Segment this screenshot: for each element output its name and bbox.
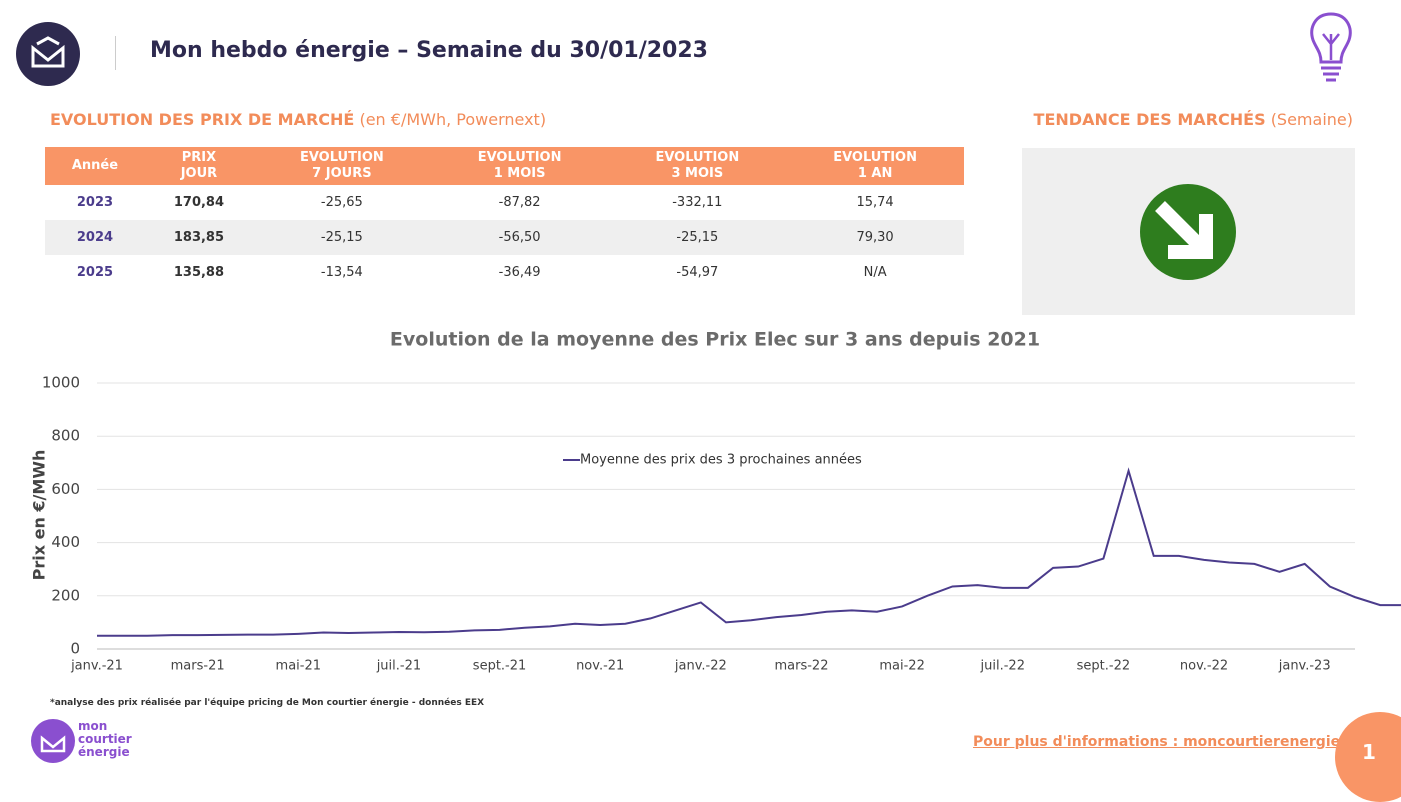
data-line <box>97 467 1401 637</box>
trend-subtitle: (Semaine) <box>1270 110 1353 129</box>
prices-heading: EVOLUTION DES PRIX DE MARCHÉ (en €/MWh, … <box>50 110 546 129</box>
footer-logo <box>31 719 75 763</box>
trend-box <box>1022 148 1355 315</box>
column-header: EVOLUTION 7 JOURS <box>253 147 431 185</box>
price-table: Année PRIX JOUR EVOLUTION 7 JOURS EVOLUTION… <box>45 147 964 290</box>
chart-title: Evolution de la moyenne des Prix Elec su… <box>390 329 1040 351</box>
x-tick-label: nov.-22 <box>1180 659 1228 674</box>
x-tick-label: mai-21 <box>276 659 321 674</box>
prices-subtitle: (en €/MWh, Powernext) <box>359 110 547 129</box>
table-cell: 15,74 <box>856 195 894 210</box>
y-tick-label: 400 <box>51 533 80 551</box>
x-tick-label: sept.-22 <box>1077 659 1131 674</box>
prices-title: EVOLUTION DES PRIX DE MARCHÉ <box>50 110 355 129</box>
table-cell: 2025 <box>76 265 114 280</box>
footnote: *analyse des prix réalisée par l'équipe … <box>50 698 485 708</box>
legend-label: Moyenne des prix des 3 prochaines années <box>580 453 862 468</box>
column-header: EVOLUTION 1 MOIS <box>430 147 609 185</box>
table-cell: -25,65 <box>320 195 363 210</box>
page: Mon hebdo énergie – Semaine du 30/01/202… <box>16 12 1401 802</box>
x-tick-label: janv.-21 <box>70 659 123 674</box>
table-cell: -56,50 <box>430 220 609 255</box>
table-cell: -25,15 <box>253 220 431 255</box>
table-cell: 79,30 <box>786 220 964 255</box>
y-tick-label: 800 <box>51 427 80 445</box>
logo <box>16 22 80 86</box>
x-tick-label: juil.-21 <box>376 659 421 674</box>
column-header: Année <box>45 147 145 185</box>
y-tick-label: 600 <box>51 480 80 498</box>
table-row: 2025 135,88 -13,54 -36,49 -54,97 N/A <box>45 255 964 290</box>
footer-brand: mon courtier énergie <box>78 719 132 759</box>
table-cell: 183,85 <box>144 220 253 255</box>
table-cell: -36,49 <box>498 265 541 280</box>
table-row: 2023 170,84 -25,65 -87,82 -332,11 15,74 <box>45 185 964 220</box>
x-tick-label: mars-21 <box>171 659 225 674</box>
column-header: EVOLUTION 1 AN <box>786 147 964 185</box>
table-row: 2024 183,85 -25,15 -56,50 -25,15 79,30 <box>45 220 964 255</box>
x-tick-label: mai-22 <box>879 659 924 674</box>
x-tick-label: nov.-21 <box>576 659 624 674</box>
table-cell: -25,15 <box>608 220 787 255</box>
table-cell: 170,84 <box>173 195 225 210</box>
x-tick-label: juil.-22 <box>980 659 1025 674</box>
column-header: PRIX JOUR <box>144 147 253 185</box>
trend-heading: TENDANCE DES MARCHÉS (Semaine) <box>1034 110 1353 129</box>
x-tick-label: janv.-22 <box>674 659 727 674</box>
table-cell: -54,97 <box>676 265 719 280</box>
divider <box>115 36 116 70</box>
page-title: Mon hebdo énergie – Semaine du 30/01/202… <box>150 38 708 63</box>
trend-title: TENDANCE DES MARCHÉS <box>1033 110 1266 129</box>
table-cell: -332,11 <box>672 195 723 210</box>
x-tick-label: mars-22 <box>774 659 828 674</box>
column-header: EVOLUTION 3 MOIS <box>608 147 787 185</box>
y-tick-label: 200 <box>51 586 80 604</box>
line-chart: Evolution de la moyenne des Prix Elec su… <box>30 329 1401 674</box>
y-tick-label: 0 <box>70 640 80 658</box>
table-cell: N/A <box>863 265 887 280</box>
page-number: 1 <box>1362 740 1376 764</box>
table-cell: 2024 <box>45 220 145 255</box>
bulb-icon <box>1310 12 1352 82</box>
y-axis-label: Prix en €/MWh <box>30 450 49 581</box>
table-cell: 2023 <box>76 195 114 210</box>
table-cell: 135,88 <box>173 265 225 280</box>
x-tick-label: janv.-23 <box>1278 659 1331 674</box>
trend-arrow <box>1140 184 1236 280</box>
table-cell: -87,82 <box>498 195 541 210</box>
footer-link[interactable]: Pour plus d'informations : moncourtieren… <box>973 734 1378 750</box>
table-cell: -13,54 <box>320 265 363 280</box>
y-tick-label: 1000 <box>42 374 80 392</box>
x-tick-label: sept.-21 <box>473 659 527 674</box>
